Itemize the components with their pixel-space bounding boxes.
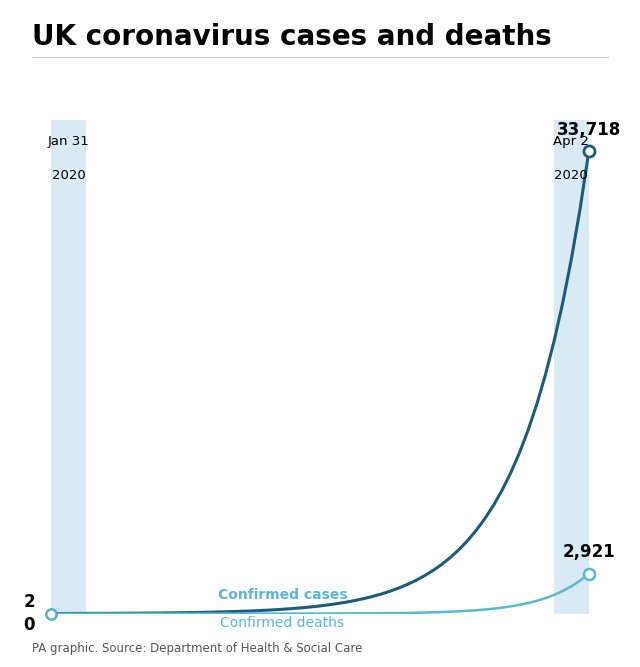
Text: Confirmed cases: Confirmed cases	[218, 588, 347, 602]
Text: 33,718: 33,718	[557, 121, 621, 139]
Text: 2,921: 2,921	[563, 543, 615, 561]
Text: 2020: 2020	[554, 169, 588, 182]
Text: 0: 0	[24, 616, 35, 634]
Text: PA graphic. Source: Department of Health & Social Care: PA graphic. Source: Department of Health…	[32, 642, 362, 655]
Bar	[554, 120, 589, 614]
Text: 2020: 2020	[52, 169, 86, 182]
Bar	[51, 120, 86, 614]
Text: Apr 2: Apr 2	[554, 135, 589, 148]
Text: Confirmed deaths: Confirmed deaths	[220, 616, 344, 630]
Text: Jan 31: Jan 31	[48, 135, 90, 148]
Text: 2: 2	[24, 593, 35, 611]
Text: UK coronavirus cases and deaths: UK coronavirus cases and deaths	[32, 23, 552, 51]
